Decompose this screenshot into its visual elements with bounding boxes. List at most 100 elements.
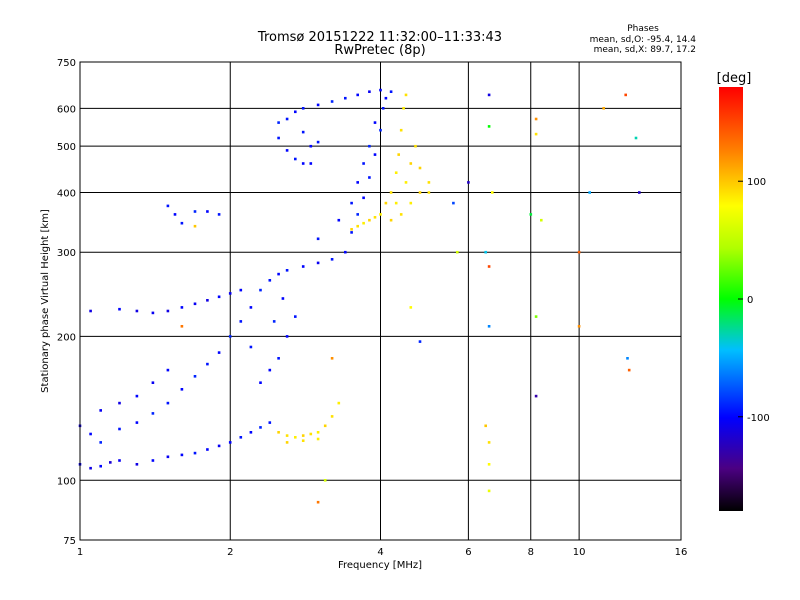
- data-point: [281, 297, 285, 300]
- data-point: [540, 218, 543, 222]
- data-point: [259, 426, 262, 429]
- data-point: [397, 153, 400, 156]
- data-point: [389, 191, 393, 194]
- data-point: [249, 345, 253, 349]
- data-point: [487, 125, 491, 128]
- data-point: [259, 288, 262, 292]
- data-point: [409, 306, 413, 309]
- data-point: [389, 218, 393, 222]
- data-point: [344, 250, 347, 254]
- data-point: [529, 213, 533, 216]
- data-point: [362, 221, 365, 225]
- data-point: [373, 153, 377, 156]
- data-point: [180, 306, 184, 309]
- data-point: [379, 213, 382, 216]
- data-point: [294, 436, 297, 439]
- data-point: [277, 431, 280, 434]
- x-tick-label: 8: [528, 547, 534, 558]
- colorbar-tick-label: -100: [747, 413, 770, 424]
- data-point: [206, 210, 209, 213]
- colorbar-ticks: 100 0 -100: [738, 177, 770, 424]
- data-point: [316, 437, 320, 441]
- data-point: [534, 117, 538, 121]
- data-point: [301, 130, 305, 134]
- data-point: [166, 368, 170, 372]
- data-point: [193, 451, 197, 455]
- data-point: [409, 162, 413, 165]
- data-point: [427, 181, 431, 184]
- data-point: [418, 191, 422, 194]
- data-point: [180, 453, 184, 457]
- data-point: [285, 335, 289, 338]
- data-point: [577, 250, 581, 254]
- x-tick-label: 10: [573, 547, 586, 558]
- data-point: [285, 441, 289, 444]
- data-point: [151, 459, 155, 462]
- y-tick-label: 400: [57, 188, 76, 199]
- data-point: [228, 335, 232, 338]
- data-point: [350, 228, 353, 231]
- data-points: [78, 88, 641, 504]
- data-point: [373, 216, 377, 219]
- data-point: [323, 424, 327, 428]
- data-point: [487, 463, 491, 466]
- data-point: [109, 461, 112, 464]
- data-point: [180, 221, 184, 225]
- data-point: [193, 375, 197, 378]
- data-point: [399, 213, 403, 216]
- data-point: [277, 136, 280, 140]
- data-point: [89, 432, 92, 436]
- data-point: [249, 306, 253, 309]
- data-point: [484, 424, 487, 428]
- data-point: [379, 88, 382, 92]
- x-tick-label: 1: [77, 547, 83, 558]
- data-point: [394, 201, 398, 205]
- grid-lines: [80, 62, 681, 540]
- data-point: [228, 441, 232, 444]
- data-point: [368, 90, 371, 93]
- data-point: [193, 210, 197, 213]
- data-point: [166, 204, 170, 208]
- data-point: [323, 479, 327, 482]
- data-point: [330, 357, 334, 360]
- data-point: [638, 191, 641, 194]
- data-point: [418, 166, 422, 170]
- y-axis-label: Stationary phase Virtual Height [km]: [40, 209, 51, 393]
- data-point: [602, 107, 605, 110]
- x-tick-label: 16: [675, 547, 688, 558]
- data-point: [373, 121, 377, 124]
- data-point: [217, 444, 221, 448]
- chart-title: Tromsø 20151222 11:32:00–11:33:43: [257, 30, 502, 45]
- data-point: [151, 311, 155, 315]
- data-point: [301, 439, 305, 442]
- data-point: [356, 213, 359, 216]
- data-point: [534, 132, 538, 136]
- data-point: [135, 394, 139, 398]
- data-point: [217, 213, 221, 216]
- data-point: [285, 434, 289, 437]
- data-point: [316, 431, 320, 434]
- data-point: [99, 464, 102, 468]
- data-point: [118, 459, 121, 462]
- data-point: [217, 295, 221, 299]
- data-point: [268, 421, 272, 424]
- data-point: [362, 162, 365, 165]
- chart-subtitle: RwPretec (8p): [334, 43, 425, 58]
- x-tick-labels: 1 2 4 6 8 10 16: [77, 547, 688, 558]
- data-point: [301, 162, 305, 165]
- data-point: [206, 362, 209, 366]
- data-point: [118, 427, 121, 431]
- data-point: [350, 231, 353, 234]
- data-point: [409, 201, 413, 205]
- data-point: [301, 265, 305, 268]
- y-tick-label: 300: [57, 248, 76, 259]
- data-point: [394, 171, 398, 174]
- plot-frame: [79, 61, 682, 541]
- data-point: [362, 196, 365, 200]
- data-point: [330, 415, 334, 418]
- data-point: [206, 448, 209, 451]
- data-point: [268, 368, 272, 372]
- data-point: [404, 93, 408, 97]
- x-tick-label: 2: [227, 547, 233, 558]
